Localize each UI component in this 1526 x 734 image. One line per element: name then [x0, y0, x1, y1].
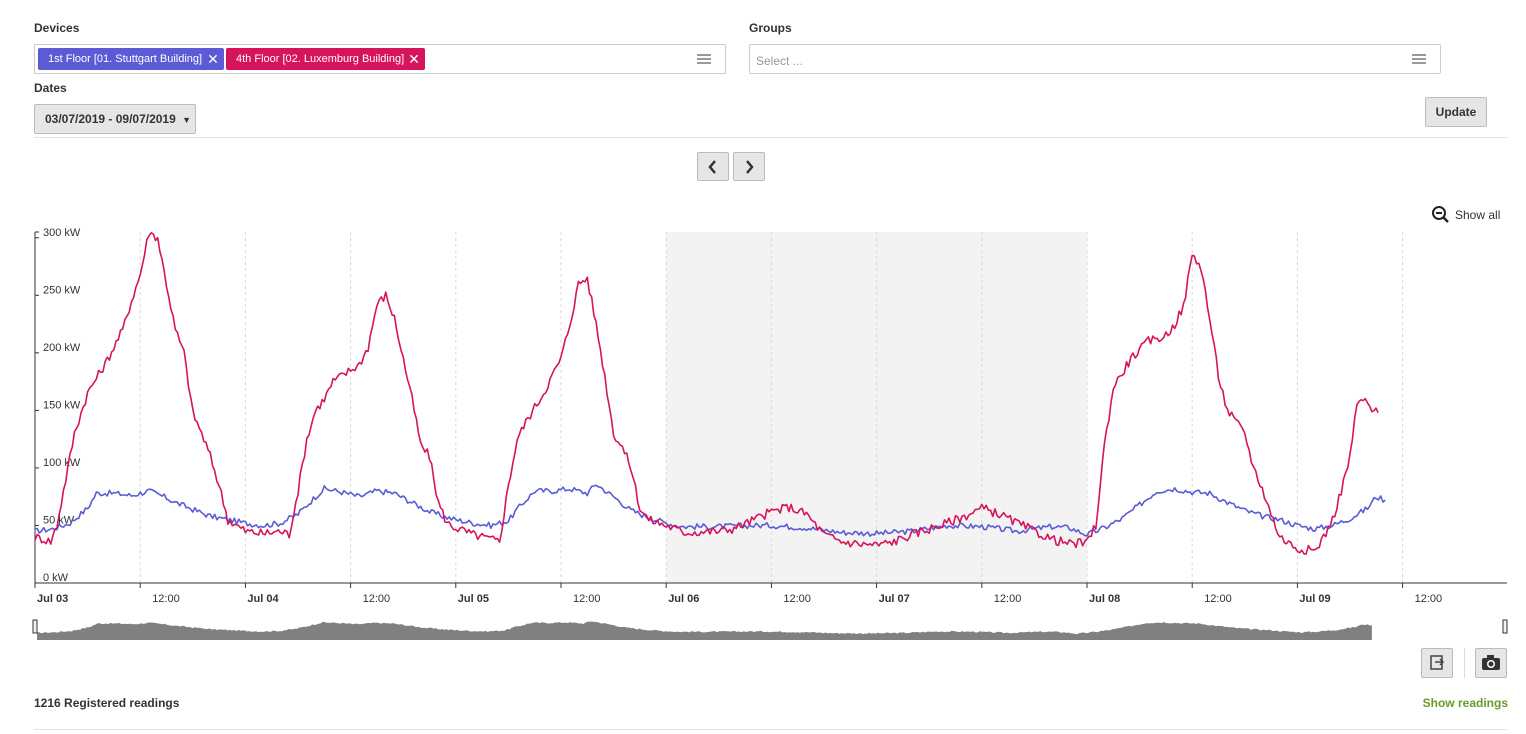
x-tick-label: Jul 06: [668, 593, 699, 605]
list-icon[interactable]: [697, 54, 711, 64]
export-button[interactable]: [1421, 648, 1453, 678]
y-tick-label: 100 kW: [43, 457, 81, 469]
device-tag-label: 4th Floor [02. Luxemburg Building]: [236, 53, 405, 65]
navigator-handle-left: [32, 619, 38, 634]
remove-tag-icon[interactable]: ✕: [207, 51, 219, 67]
x-tick-label: 12:00: [783, 593, 811, 605]
screenshot-button[interactable]: [1475, 648, 1507, 678]
camera-icon: [1482, 655, 1500, 670]
zoom-out-icon: [1432, 206, 1449, 223]
x-tick-label: 12:00: [152, 593, 180, 605]
groups-label: Groups: [749, 21, 792, 35]
x-tick-label: Jul 04: [247, 593, 279, 605]
x-tick-label: 12:00: [363, 593, 391, 605]
previous-button[interactable]: [697, 152, 729, 181]
navigator-handle-right: [1502, 619, 1508, 634]
chevron-right-icon: [746, 160, 754, 174]
x-tick-label: 12:00: [1415, 593, 1443, 605]
series-line-1: [34, 484, 1386, 537]
devices-select[interactable]: 1st Floor [01. Stuttgart Building] ✕ 4th…: [34, 44, 726, 74]
readings-text: Registered readings: [64, 696, 180, 710]
divider: [34, 137, 1508, 138]
x-tick-label: Jul 05: [458, 593, 489, 605]
divider: [34, 729, 1508, 730]
device-tag-luxemburg: 4th Floor [02. Luxemburg Building] ✕: [226, 48, 425, 70]
caret-down-icon: ▼: [182, 115, 192, 125]
navigator-area: [37, 621, 1372, 640]
update-button[interactable]: Update: [1425, 97, 1487, 127]
devices-label: Devices: [34, 21, 80, 35]
groups-placeholder: Select ...: [756, 54, 803, 68]
x-tick-label: Jul 07: [879, 593, 910, 605]
readings-summary: 1216 Registered readings: [34, 696, 179, 710]
y-tick-label: 50 kW: [43, 514, 75, 526]
series-line-2: [34, 232, 1379, 555]
x-tick-label: 12:00: [1204, 593, 1232, 605]
x-tick-label: Jul 08: [1089, 593, 1120, 605]
show-readings-link[interactable]: Show readings: [1422, 696, 1508, 710]
next-button[interactable]: [733, 152, 765, 181]
chevron-left-icon: [708, 160, 716, 174]
groups-select[interactable]: Select ...: [749, 44, 1441, 74]
x-tick-label: Jul 03: [37, 593, 68, 605]
readings-count: 1216: [34, 696, 61, 710]
y-tick-label: 200 kW: [43, 342, 81, 354]
x-tick-label: 12:00: [994, 593, 1022, 605]
y-tick-label: 150 kW: [43, 399, 81, 411]
x-tick-label: 12:00: [573, 593, 601, 605]
list-icon[interactable]: [1412, 54, 1426, 64]
date-range-dropdown[interactable]: 03/07/2019 - 09/07/2019 ▼: [34, 104, 196, 134]
y-tick-label: 250 kW: [43, 284, 81, 296]
x-tick-label: Jul 09: [1299, 593, 1330, 605]
y-tick-label: 0 kW: [43, 572, 69, 584]
date-range-value: 03/07/2019 - 09/07/2019: [45, 112, 176, 126]
show-all-button[interactable]: Show all: [1431, 205, 1500, 228]
y-tick-label: 300 kW: [43, 227, 81, 239]
dates-label: Dates: [34, 81, 67, 95]
export-icon: [1430, 655, 1445, 670]
weekend-band: [666, 232, 1087, 583]
show-all-label: Show all: [1455, 208, 1501, 222]
device-tag-stuttgart: 1st Floor [01. Stuttgart Building] ✕: [38, 48, 224, 70]
divider: [1464, 648, 1465, 678]
remove-tag-icon[interactable]: ✕: [408, 51, 420, 67]
device-tag-label: 1st Floor [01. Stuttgart Building]: [48, 53, 203, 65]
